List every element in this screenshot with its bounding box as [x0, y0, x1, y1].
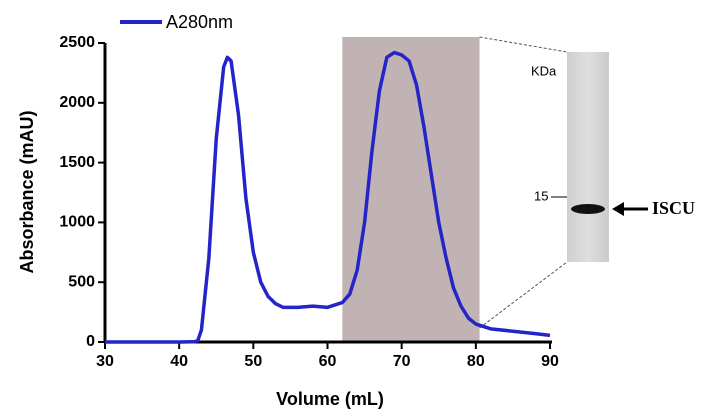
zoom-line [479, 261, 568, 329]
y-tick-label: 0 [86, 333, 95, 350]
x-tick-label: 80 [467, 353, 485, 370]
x-axis-title: Volume (mL) [276, 389, 384, 409]
x-tick-label: 50 [244, 353, 262, 370]
inset-marker: 15 [534, 188, 548, 203]
y-tick-label: 500 [68, 273, 95, 290]
x-tick-label: 70 [393, 353, 411, 370]
highlight-region [342, 37, 480, 342]
x-tick-label: 30 [96, 353, 114, 370]
gel-image [567, 52, 609, 262]
x-tick-label: 40 [170, 353, 188, 370]
arrow-head [612, 202, 624, 216]
x-tick-label: 90 [541, 353, 559, 370]
data-line [105, 50, 551, 344]
zoom-line [479, 36, 568, 53]
y-axis-title: Absorbance (mAU) [17, 110, 37, 273]
legend-label: A280nm [166, 12, 233, 32]
protein-label: ISCU [652, 198, 695, 218]
y-tick-label: 1000 [59, 214, 95, 231]
y-tick-label: 2500 [59, 34, 95, 51]
x-tick-label: 60 [319, 353, 337, 370]
y-tick-label: 1500 [59, 154, 95, 171]
gel-band [571, 204, 605, 214]
y-tick-label: 2000 [59, 94, 95, 111]
inset-unit: KDa [531, 63, 557, 78]
